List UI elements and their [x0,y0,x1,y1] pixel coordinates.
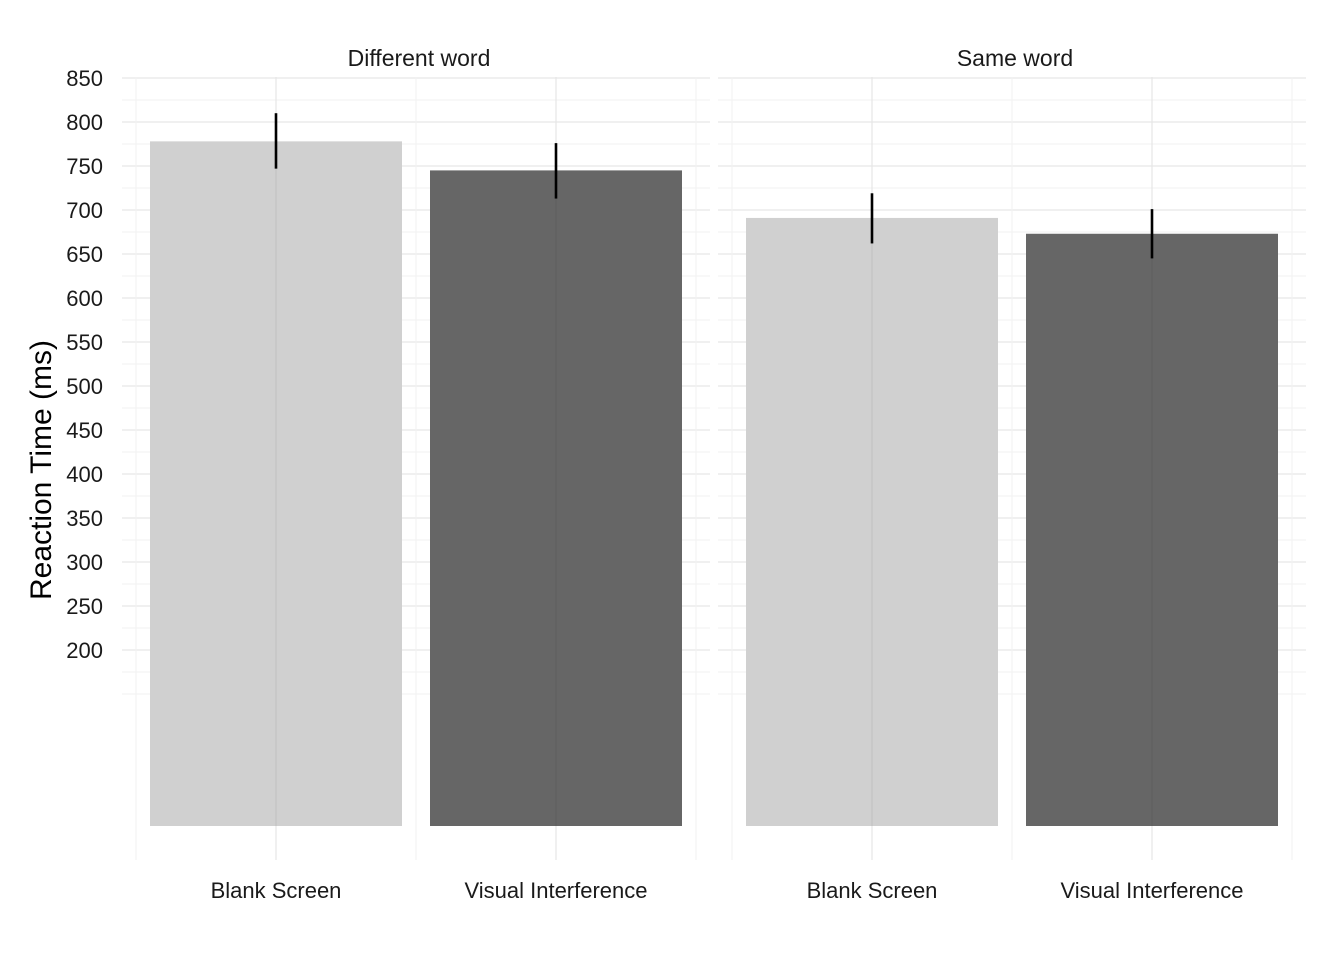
x-tick-label: Blank Screen [211,878,342,903]
label-layer: Different word Blank Screen Visual Interfe… [66,45,1243,903]
y-tick-label: 700 [66,198,103,223]
y-tick-label: 550 [66,330,103,355]
facet-label: Same word [957,45,1073,71]
y-tick-label: 650 [66,242,103,267]
bar [150,141,402,827]
bar [1026,233,1278,826]
y-tick-label: 500 [66,374,103,399]
y-tick-label: 600 [66,286,103,311]
bar [746,217,998,827]
bar-layer [150,141,1278,827]
y-tick-label: 250 [66,594,103,619]
x-tick-label: Blank Screen [807,878,938,903]
y-axis-title: Reaction Time (ms) [25,340,58,600]
y-tick-label: 400 [66,462,103,487]
x-tick-label: Visual Interference [1060,878,1243,903]
y-tick-label: 850 [66,66,103,91]
y-tick-label: 800 [66,110,103,135]
y-tick-label: 350 [66,506,103,531]
y-tick-label: 200 [66,638,103,663]
error-bar-layer [274,113,1154,259]
facet-label: Different word [348,45,491,71]
y-tick-label: 750 [66,154,103,179]
y-tick-label: 450 [66,418,103,443]
x-tick-label: Visual Interference [464,878,647,903]
bar [430,170,682,826]
y-tick-label: 300 [66,550,103,575]
